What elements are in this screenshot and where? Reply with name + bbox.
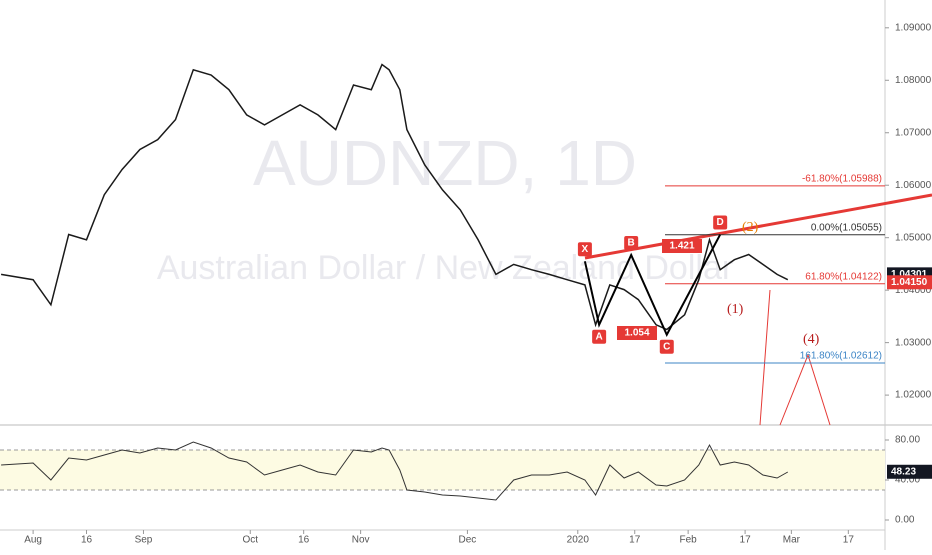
fib-label: -61.80%(1.05988): [802, 173, 882, 184]
watermark-name: Australian Dollar / New Zealand Dollar: [157, 249, 733, 287]
y-tick-label: 1.09000: [895, 22, 932, 33]
wave-label: (2): [742, 220, 759, 235]
x-tick-label: Nov: [352, 535, 370, 546]
pattern-point: [577, 242, 592, 257]
y-tick-label: 1.08000: [895, 75, 932, 86]
x-tick-label: 17: [740, 535, 752, 546]
y-tick-label: 1.02000: [895, 390, 932, 401]
y-tick-label: 1.03000: [895, 337, 932, 348]
pattern-point: [659, 339, 674, 354]
y-tick-label: 1.06000: [895, 180, 932, 191]
x-tick-label: Mar: [783, 535, 801, 546]
pattern-label: X: [582, 244, 589, 255]
y-tick-label: 40.00: [895, 475, 920, 486]
fib-label: 0.00%(1.05055): [811, 222, 882, 233]
ratio-label: 1.054: [624, 328, 649, 339]
x-tick-label: 17: [843, 535, 855, 546]
wave-label: (4): [803, 332, 820, 347]
x-tick-label: 17: [629, 535, 641, 546]
fib-label: 161.80%(1.02612): [800, 351, 882, 362]
pattern-label: B: [628, 238, 635, 249]
y-tick-label: 1.04000: [895, 285, 932, 296]
pattern-point: [713, 215, 728, 230]
pattern-label: C: [663, 341, 670, 352]
y-tick-label: 80.00: [895, 435, 920, 446]
wave-label: (1): [727, 302, 744, 317]
price-line: [1, 441, 789, 501]
y-tick-label: 1.07000: [895, 127, 932, 138]
watermark-symbol: AUDNZD, 1D: [253, 127, 637, 199]
ratio-box: [662, 239, 702, 253]
x-tick-label: 16: [298, 535, 310, 546]
x-tick-label: Dec: [459, 535, 477, 546]
ratio-box: [617, 326, 657, 340]
x-tick-label: Oct: [242, 535, 258, 546]
price-tag: [887, 275, 932, 290]
pattern-label: A: [596, 331, 603, 342]
x-tick-label: Sep: [135, 535, 153, 546]
x-tick-label: Feb: [680, 535, 698, 546]
x-tick-label: Aug: [24, 535, 42, 546]
y-tick-label: 1.05000: [895, 232, 932, 243]
pattern-point: [592, 329, 607, 344]
price-tag-label: 1.04150: [891, 277, 928, 288]
pattern-line: [583, 234, 722, 338]
ratio-label: 1.421: [669, 241, 694, 252]
pattern-point: [624, 236, 639, 250]
price-tag-label: 48.23: [891, 466, 916, 477]
wave-projection: [759, 289, 831, 426]
pattern-label: D: [717, 217, 724, 228]
price-tag-label: 1.04301: [891, 269, 928, 280]
x-tick-label: 16: [81, 535, 93, 546]
fib-label: 61.80%(1.04122): [805, 271, 882, 282]
x-tick-label: 2020: [567, 535, 590, 546]
rsi-band: [0, 450, 885, 490]
price-line: [0, 63, 789, 331]
y-tick-label: 0.00: [895, 515, 915, 526]
trend-line: [584, 193, 932, 260]
price-tag: [887, 464, 932, 479]
